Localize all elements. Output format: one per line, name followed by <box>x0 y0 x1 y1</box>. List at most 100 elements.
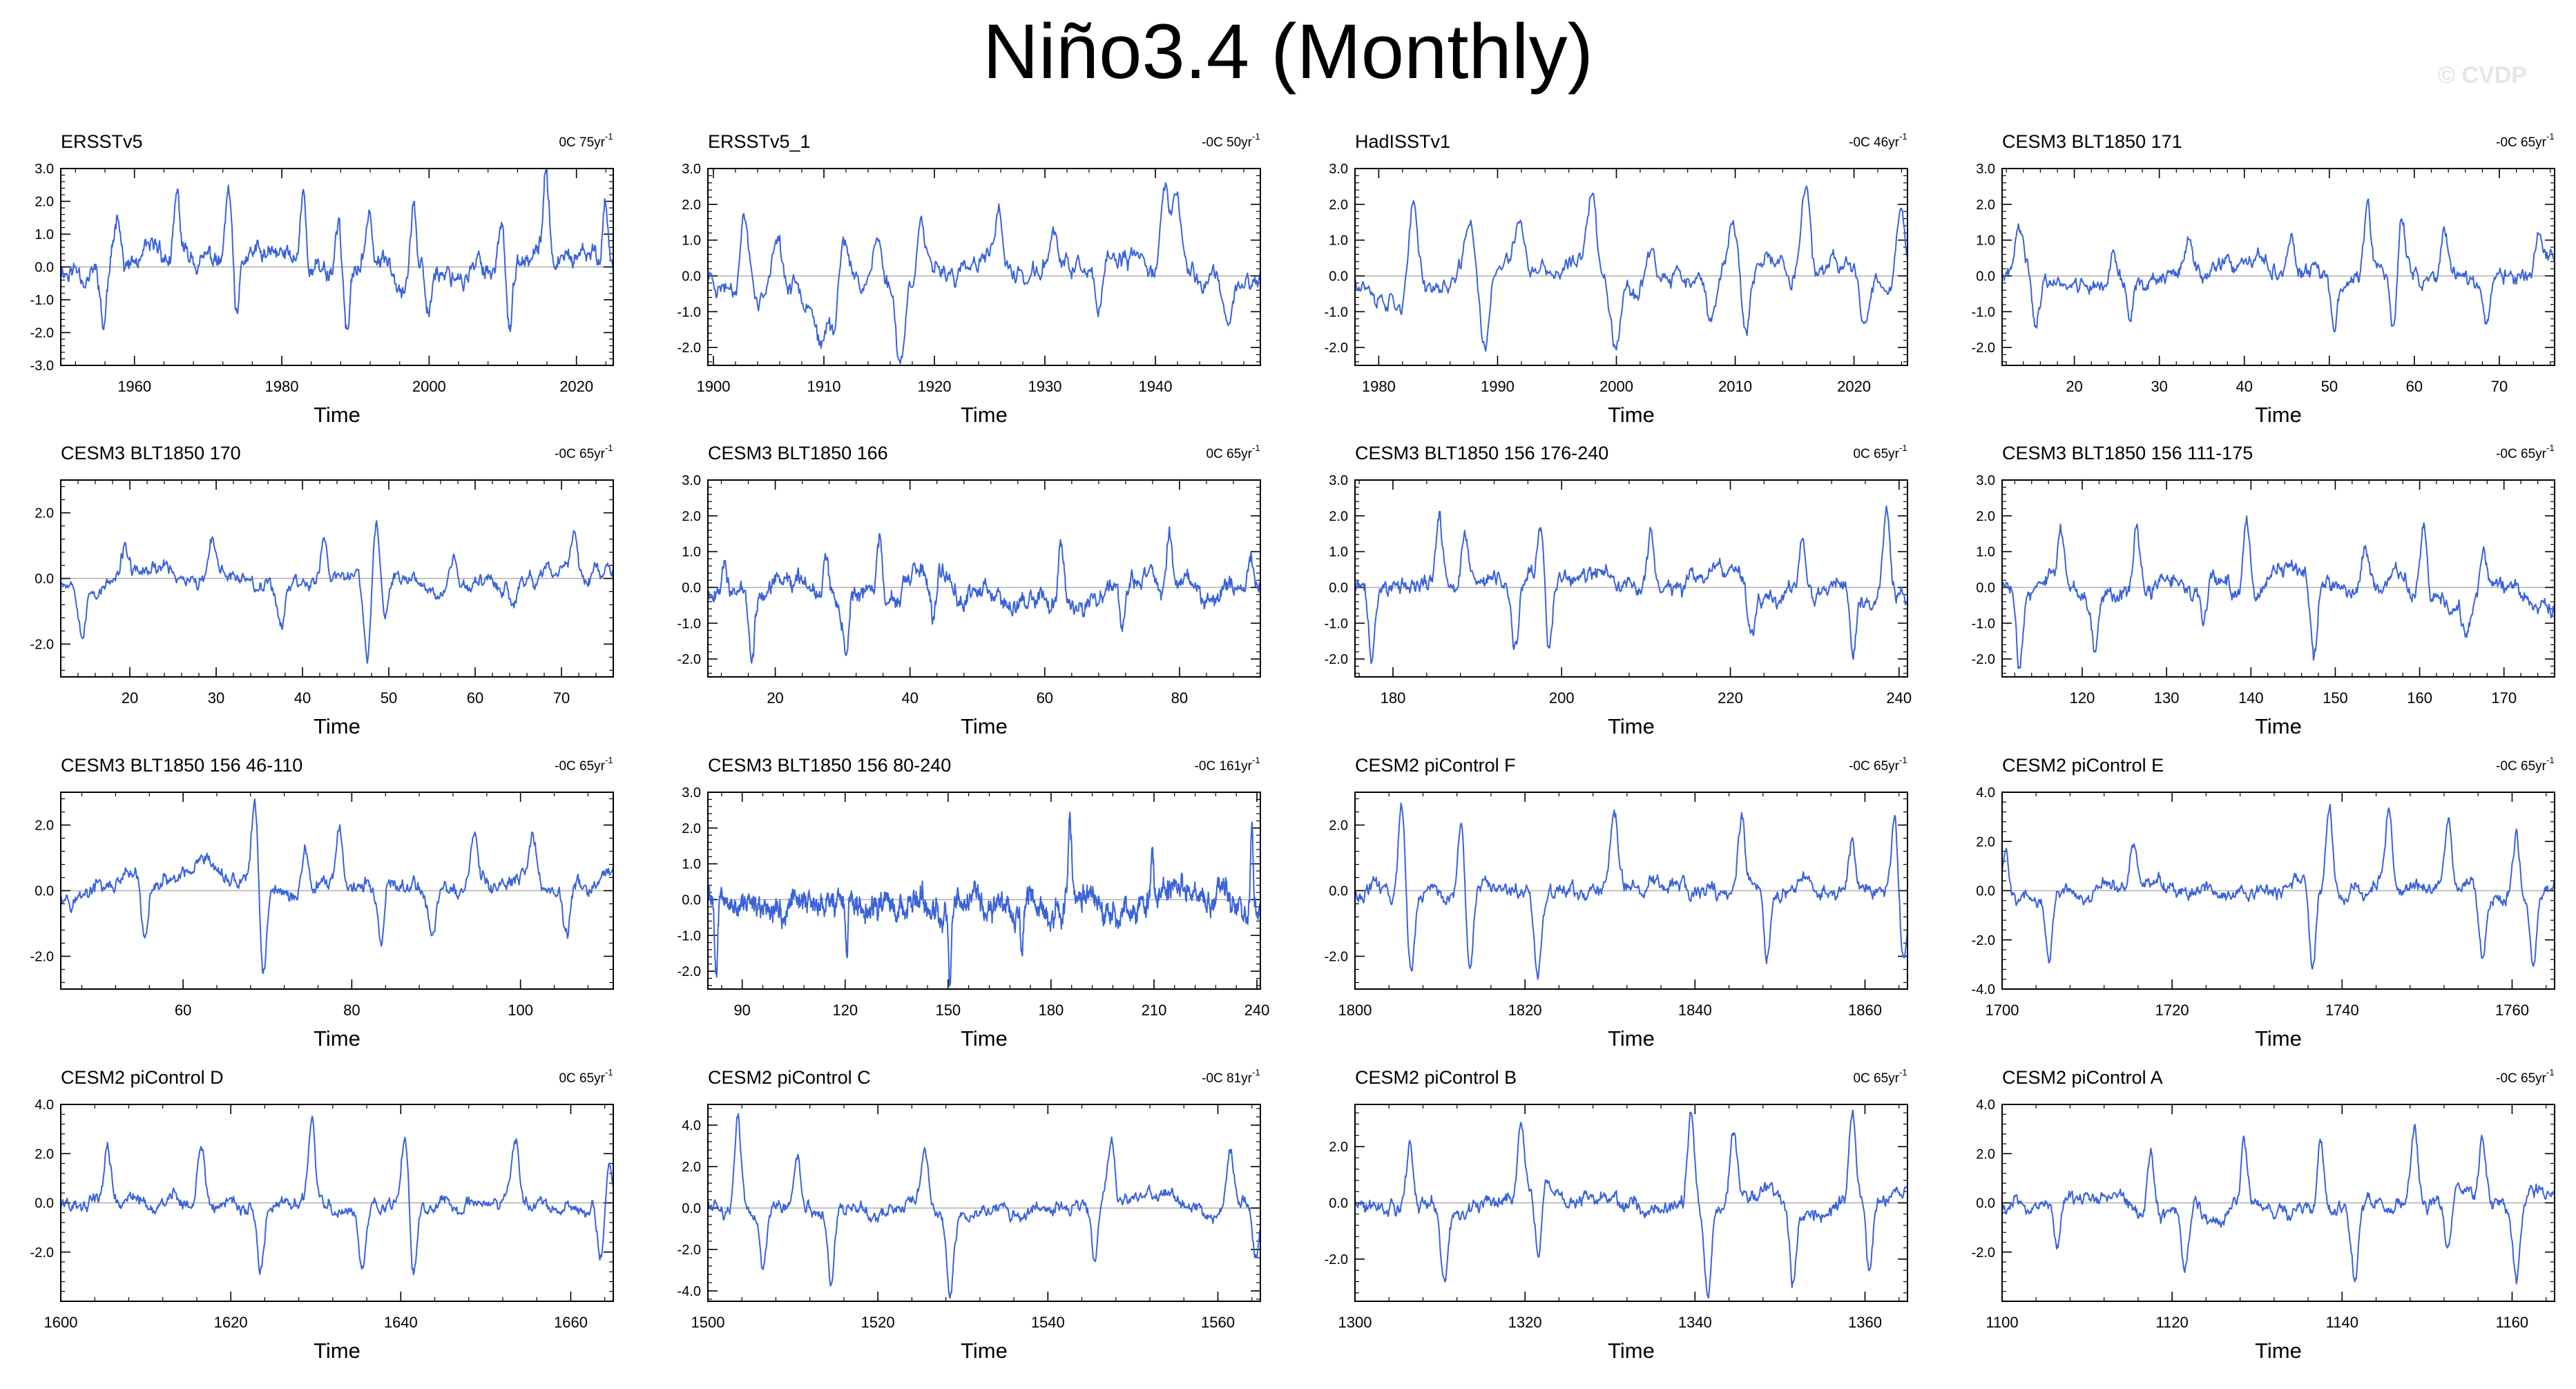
x-tick-label: 1910 <box>807 378 841 395</box>
x-tick-label: 2000 <box>1599 378 1633 395</box>
plot-frame <box>60 168 614 366</box>
panel-6: CESM3 BLT1850 166 0C 65yr -1 20 40 60 80 -2.0 -1… <box>677 443 1261 738</box>
y-tick-label: 1.0 <box>682 545 701 560</box>
y-tick-label: -2.0 <box>30 638 54 653</box>
y-tick-label: 2.0 <box>1329 198 1348 213</box>
x-tick-label: 1640 <box>384 1314 418 1331</box>
plot-frame <box>2001 792 2555 990</box>
panel-11: CESM2 piControl F -0C 65yr -1 1800 1820 1840 1… <box>1325 755 1908 1051</box>
x-tick-label: 2010 <box>1718 378 1752 395</box>
series-line-1 <box>60 520 614 664</box>
panel-14: CESM2 piControl C -0C 81yr -1 1500 1520 1540 1… <box>677 1067 1261 1363</box>
x-tick-label: 40 <box>294 689 311 707</box>
x-tick-label: 2020 <box>559 378 593 395</box>
trend-label: -0C 161yr <box>1195 759 1253 774</box>
y-tick-label: -1.0 <box>1325 616 1348 631</box>
x-tick-label: 1160 <box>2496 1314 2528 1331</box>
series-line-1 <box>1354 1109 1908 1299</box>
x-tick-label: 1720 <box>2155 1002 2189 1019</box>
y-tick-label: 2.0 <box>1976 509 1995 524</box>
panel-title: CESM3 BLT1850 156 80-240 <box>708 755 951 776</box>
x-tick-label: 180 <box>1039 1002 1064 1019</box>
panel-9: CESM3 BLT1850 156 46-110 -0C 65yr -1 60 80 10… <box>30 755 614 1051</box>
y-tick-label: 4.0 <box>1976 785 1995 801</box>
x-tick-label: 220 <box>1718 689 1743 707</box>
panel-title: CESM3 BLT1850 156 46-110 <box>61 755 302 776</box>
plot-frame <box>60 792 614 990</box>
panel-title: CESM3 BLT1850 171 <box>2002 131 2182 152</box>
y-tick-label: -1.0 <box>1972 616 1995 631</box>
panel-title: CESM3 BLT1850 170 <box>61 443 241 463</box>
x-tick-label: 40 <box>901 689 918 707</box>
panel-title: CESM3 BLT1850 166 <box>708 443 888 463</box>
y-tick-label: 4.0 <box>1976 1098 1995 1113</box>
x-tick-label: 240 <box>1886 689 1912 707</box>
x-tick-label: 1520 <box>861 1314 895 1331</box>
y-tick-label: -1.0 <box>677 928 701 943</box>
x-tick-label: 1930 <box>1028 378 1062 395</box>
y-tick-label: 2.0 <box>35 506 54 521</box>
y-tick-label: -2.0 <box>677 652 701 667</box>
x-tick-label: 170 <box>2491 689 2517 707</box>
plot-frame <box>707 1104 1261 1302</box>
y-tick-label: 0.0 <box>1976 269 1995 284</box>
y-tick-label: 2.0 <box>682 509 701 524</box>
trend-exponent: -1 <box>605 755 613 765</box>
y-tick-label: -2.0 <box>677 1243 701 1258</box>
x-tick-label: 1620 <box>214 1314 248 1331</box>
x-tick-label: 60 <box>467 689 483 707</box>
y-tick-label: 0.0 <box>682 269 701 284</box>
x-tick-label: 80 <box>343 1002 360 1019</box>
x-tick-label: 30 <box>208 689 224 707</box>
trend-label: -0C 81yr <box>1202 1071 1253 1086</box>
trend-exponent: -1 <box>1899 1067 1907 1077</box>
panel-1: ERSSTv5 0C 75yr -1 1960 1980 2000 2020 -3.0 -2.0… <box>30 131 614 427</box>
trend-label: -0C 46yr <box>1849 135 1900 150</box>
trend-exponent: -1 <box>2546 131 2555 142</box>
page-title: Niño3.4 (Monthly) <box>983 8 1593 95</box>
series-line-1 <box>60 798 614 975</box>
x-tick-label: 1980 <box>265 378 299 395</box>
x-tick-label: 130 <box>2154 689 2180 707</box>
series-line-1 <box>2001 803 2555 970</box>
trend-exponent: -1 <box>1899 443 1907 453</box>
y-tick-label: 3.0 <box>1329 162 1348 177</box>
y-tick-label: 3.0 <box>35 162 54 177</box>
y-tick-label: 0.0 <box>35 260 54 276</box>
x-axis-label: Time <box>1608 1339 1655 1363</box>
x-tick-label: 1140 <box>2326 1314 2358 1331</box>
y-tick-label: 2.0 <box>1329 509 1348 524</box>
trend-exponent: -1 <box>605 131 613 142</box>
panel-title: ERSSTv5 <box>61 131 143 152</box>
y-tick-label: 0.0 <box>1329 1196 1348 1211</box>
y-tick-label: 2.0 <box>1976 198 1995 213</box>
x-tick-label: 2020 <box>1837 378 1871 395</box>
panel-13: CESM2 piControl D 0C 65yr -1 1600 1620 1640 16… <box>30 1067 614 1363</box>
panel-title: CESM2 piControl B <box>1355 1067 1517 1088</box>
x-tick-label: 1540 <box>1031 1314 1065 1331</box>
panel-title: CESM2 piControl C <box>708 1067 871 1088</box>
panel-title: CESM3 BLT1850 156 176-240 <box>1355 443 1608 463</box>
y-tick-label: 0.0 <box>35 1196 54 1211</box>
trend-label: 0C 65yr <box>559 1071 605 1086</box>
y-tick-label: 0.0 <box>682 1201 701 1216</box>
series-line-1 <box>2001 515 2555 669</box>
y-tick-label: -2.0 <box>1325 1252 1348 1267</box>
x-tick-label: 1860 <box>1848 1002 1882 1019</box>
y-tick-label: -2.0 <box>1325 341 1348 356</box>
y-tick-label: -1.0 <box>30 293 54 308</box>
y-tick-label: -2.0 <box>1972 933 1995 948</box>
x-axis-label: Time <box>1608 403 1655 427</box>
panel-10: CESM3 BLT1850 156 80-240 -0C 161yr -1 90 120… <box>677 755 1270 1051</box>
y-tick-label: 0.0 <box>35 572 54 587</box>
y-tick-label: -2.0 <box>1972 341 1995 356</box>
x-tick-label: 1100 <box>1986 1314 2018 1331</box>
x-axis-label: Time <box>961 714 1008 738</box>
y-tick-label: -2.0 <box>30 950 54 965</box>
y-tick-label: -1.0 <box>1325 305 1348 320</box>
trend-label: -0C 65yr <box>1849 759 1900 774</box>
y-tick-label: 0.0 <box>1329 884 1348 899</box>
y-tick-label: 0.0 <box>35 884 54 899</box>
x-tick-label: 160 <box>2407 689 2432 707</box>
panel-15: CESM2 piControl B 0C 65yr -1 1300 1320 1340 13… <box>1325 1067 1908 1363</box>
